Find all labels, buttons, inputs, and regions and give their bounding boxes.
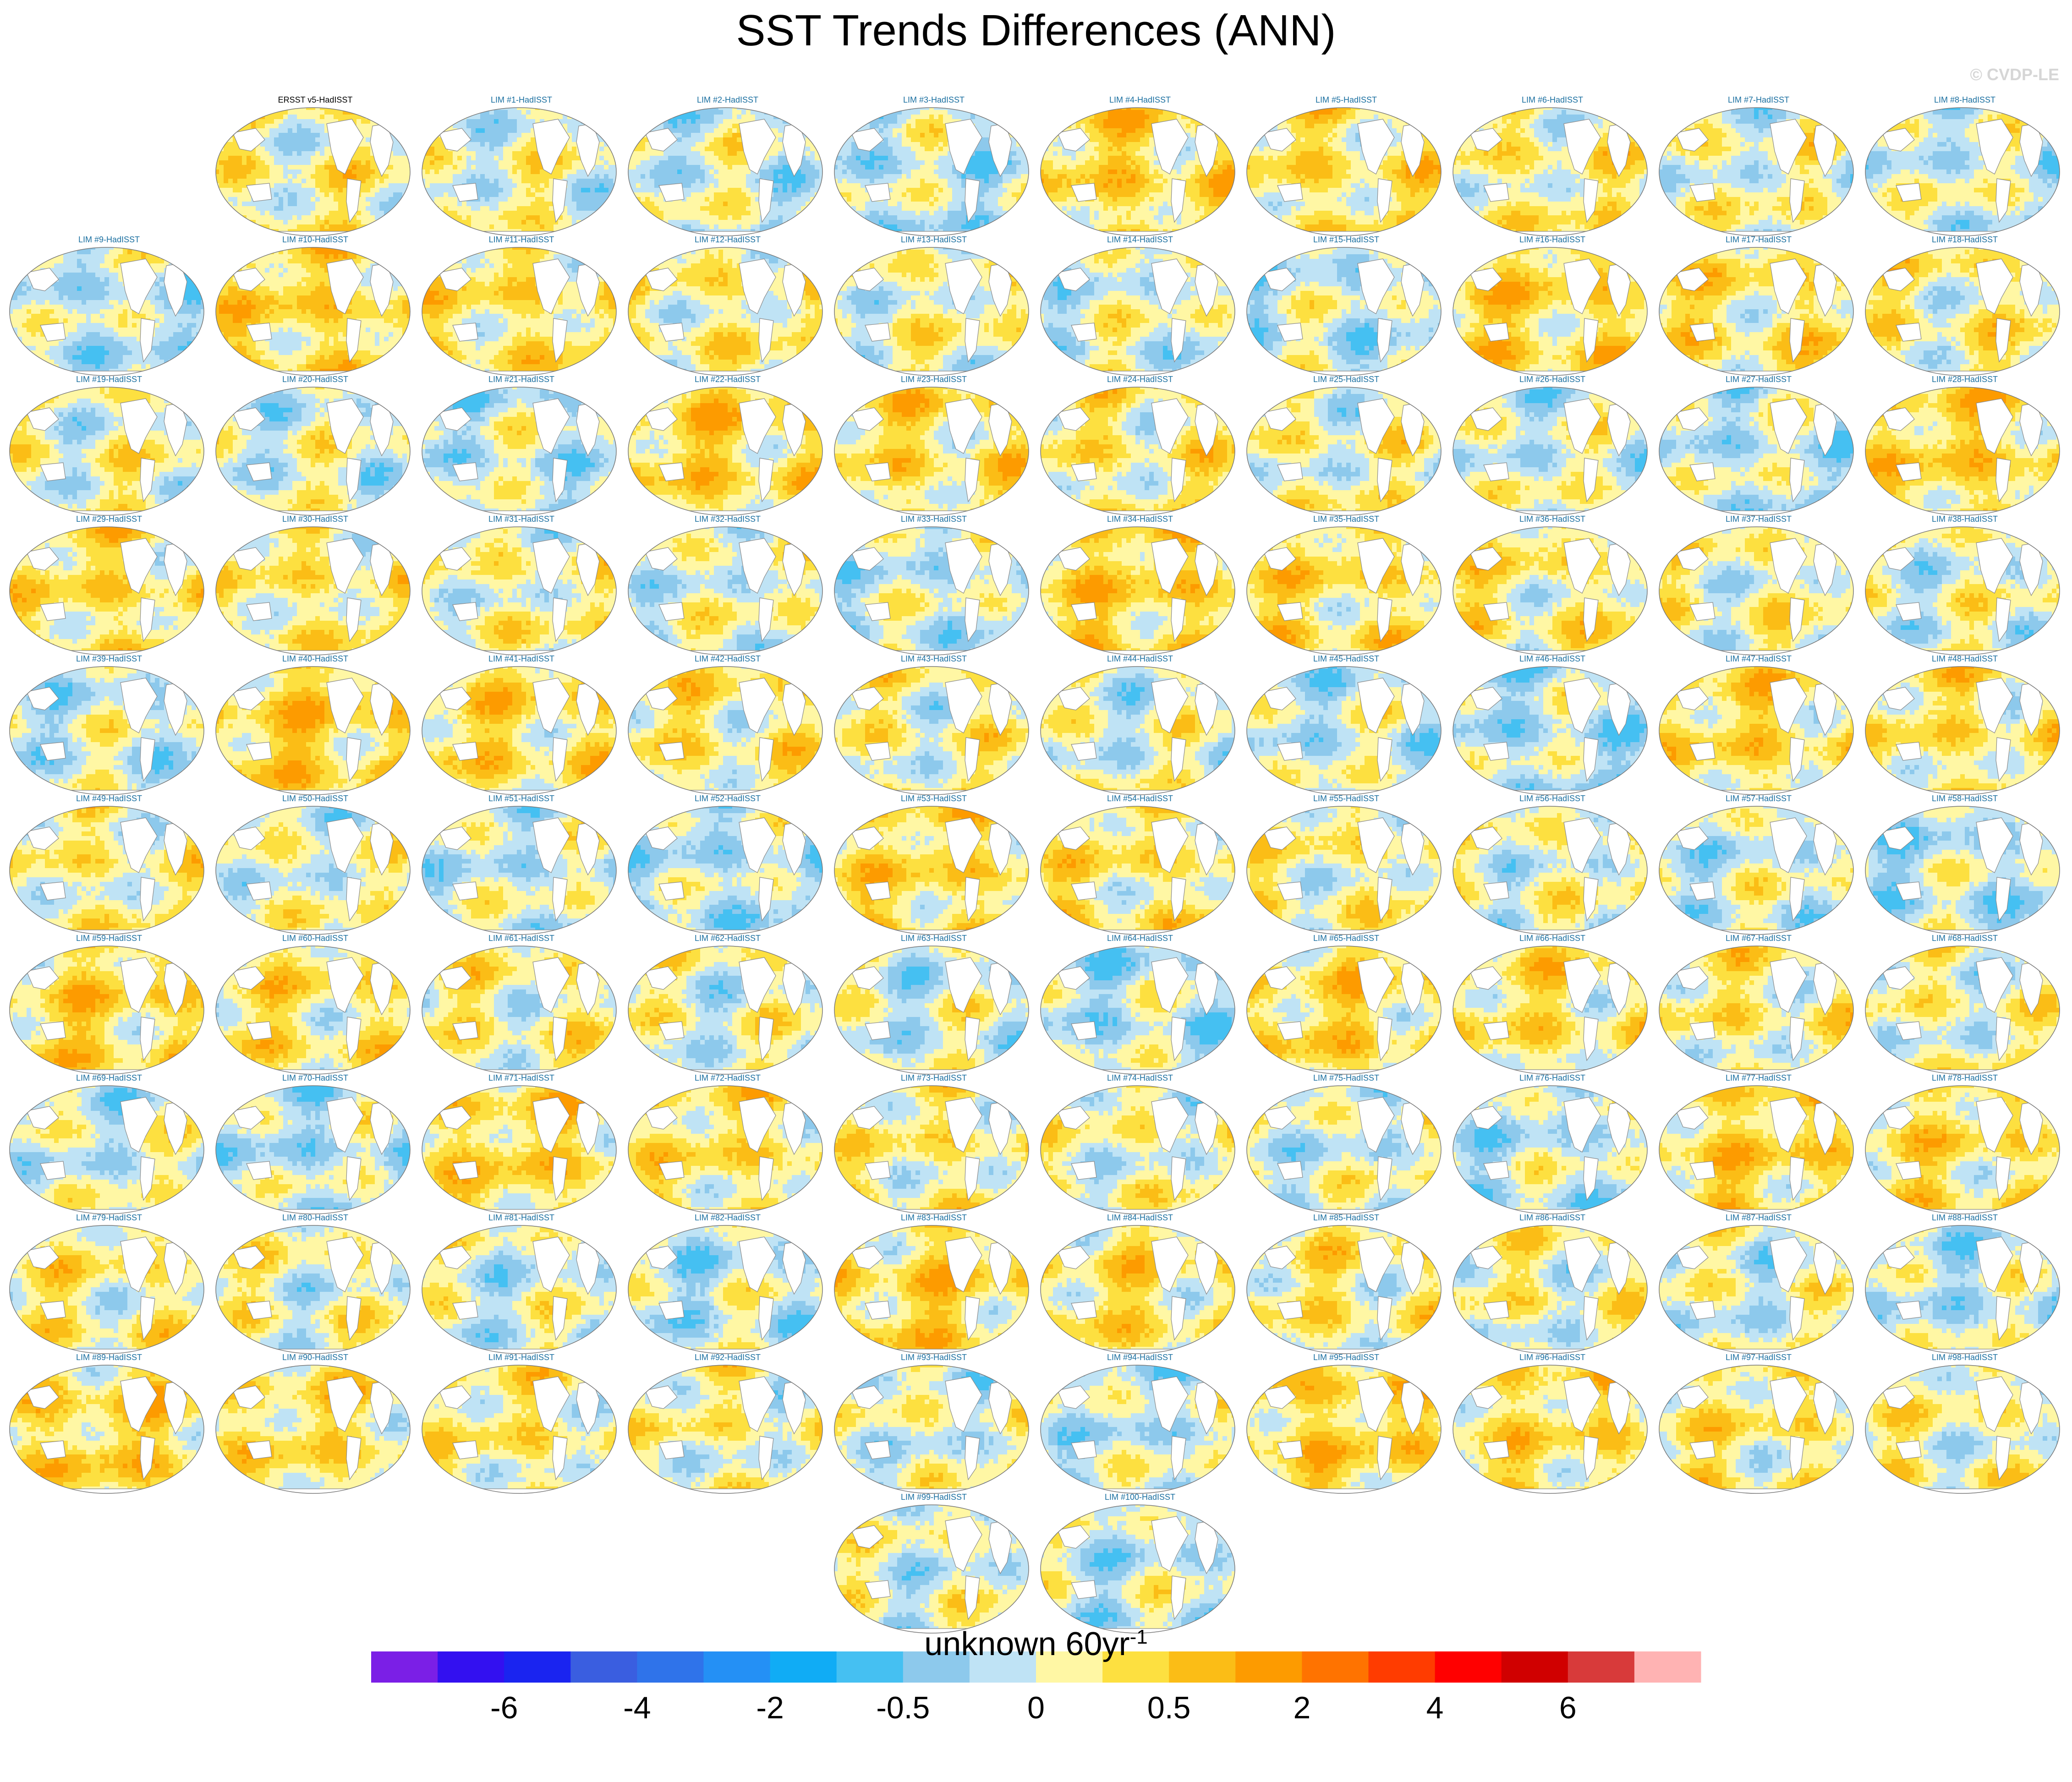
colorbar-label: unknown 60yr-1	[0, 1625, 2072, 1663]
colorbar-tick-label: 4	[1426, 1690, 1444, 1725]
colorbar-tick-label: -2	[756, 1690, 784, 1725]
colorbar-tick-label: -6	[490, 1690, 518, 1725]
colorbar-label-base: unknown 60yr	[924, 1626, 1129, 1662]
colorbar-label-exponent: -1	[1130, 1626, 1148, 1648]
colorbar-tick-label: -0.5	[876, 1690, 930, 1725]
colorbar-tick-label: 2	[1293, 1690, 1310, 1725]
colorbar-tick-label: 6	[1559, 1690, 1577, 1725]
colorbar-tick-label: 0	[1027, 1690, 1045, 1725]
colorbar-tick-label: -4	[623, 1690, 651, 1725]
colorbar-tick-label: 0.5	[1147, 1690, 1191, 1725]
